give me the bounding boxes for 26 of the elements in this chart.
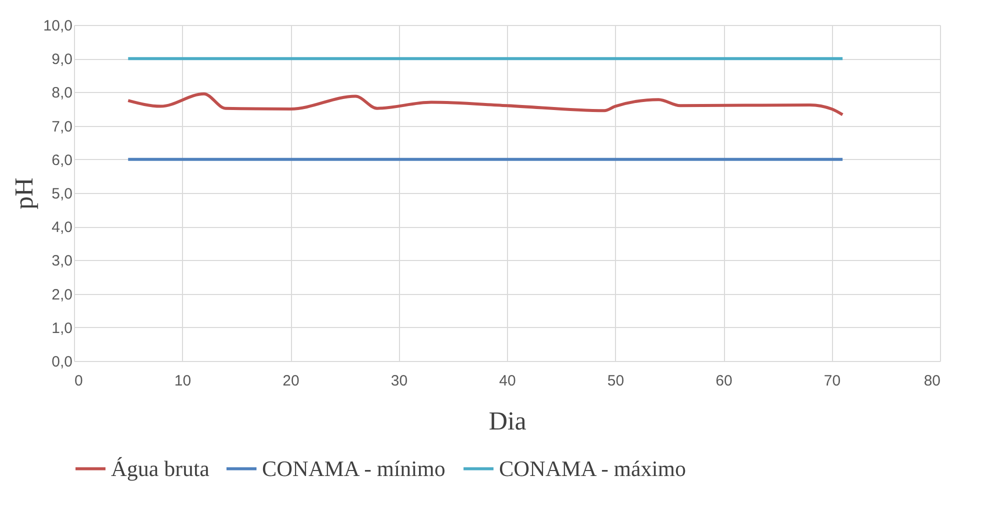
y-tick-label: 6,0 bbox=[52, 152, 72, 169]
y-tick-label: 2,0 bbox=[52, 286, 72, 304]
legend-label: CONAMA - mínimo bbox=[262, 456, 446, 481]
x-tick-label: 40 bbox=[499, 372, 516, 390]
legend-label: CONAMA - máximo bbox=[499, 456, 686, 481]
y-tick-label: 5,0 bbox=[52, 186, 72, 202]
y-tick-label: 0,0 bbox=[52, 354, 72, 370]
y-axis-title: pH bbox=[9, 177, 38, 210]
x-tick-label: 30 bbox=[390, 372, 408, 390]
line-series bbox=[126, 92, 844, 116]
x-tick-label: 70 bbox=[824, 372, 841, 390]
x-axis-title: Dia bbox=[488, 406, 527, 436]
y-tick-label: 8,0 bbox=[52, 84, 72, 102]
y-tick-label: 9,0 bbox=[52, 51, 72, 68]
x-tick-label: 50 bbox=[607, 372, 624, 390]
y-tick-label: 7,0 bbox=[52, 118, 72, 136]
x-tick-label: 20 bbox=[282, 372, 300, 390]
y-tick-label: 1,0 bbox=[52, 320, 72, 337]
x-tick-label: 10 bbox=[174, 372, 192, 390]
y-tick-label: 3,0 bbox=[52, 252, 72, 270]
x-tick-label: 0 bbox=[74, 372, 83, 390]
legend-label: Água bruta bbox=[111, 456, 210, 481]
y-tick-label: 10,0 bbox=[43, 18, 72, 34]
y-tick-label: 4,0 bbox=[52, 219, 72, 236]
x-tick-label: 80 bbox=[924, 372, 940, 390]
x-tick-label: 60 bbox=[716, 372, 732, 390]
